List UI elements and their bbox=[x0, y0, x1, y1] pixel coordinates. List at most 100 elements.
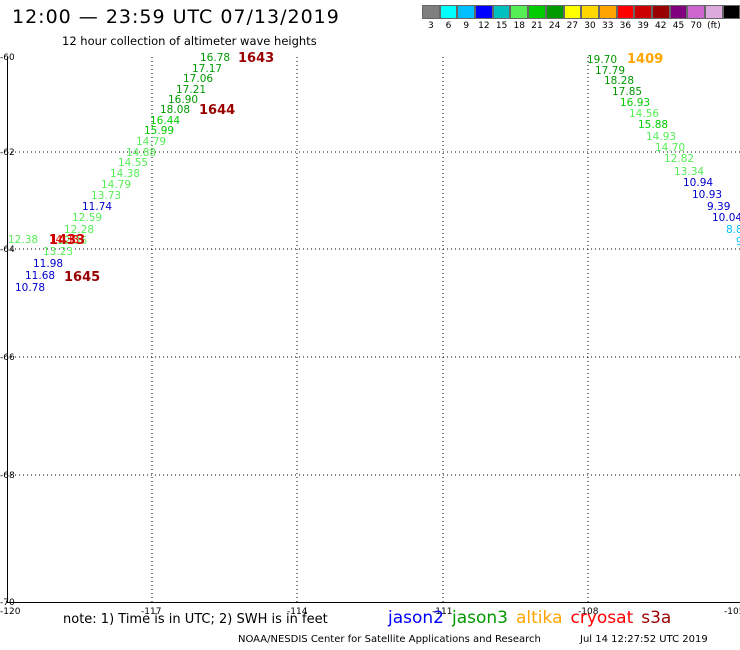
swh-value: 15.88 bbox=[638, 119, 668, 131]
swh-value: 12.38 bbox=[8, 234, 38, 246]
swh-value: 17.21 bbox=[176, 84, 206, 96]
scale-label: 21 bbox=[531, 21, 543, 31]
swh-value: 17.85 bbox=[612, 86, 642, 98]
swh-value: 16.44 bbox=[150, 115, 180, 127]
map-plot-area bbox=[7, 57, 740, 603]
swh-value: 18.08 bbox=[160, 104, 190, 116]
pass-number: 1644 bbox=[199, 103, 235, 118]
swh-value: 10.94 bbox=[683, 177, 713, 189]
swh-value: 12.36 bbox=[57, 235, 87, 247]
scale-swatch bbox=[581, 5, 599, 19]
legend-item: jason2 bbox=[388, 608, 444, 628]
swh-value: 14.93 bbox=[646, 131, 676, 143]
scale-swatch bbox=[705, 5, 723, 19]
swh-value: 10.78 bbox=[15, 282, 45, 294]
legend-item: cryosat bbox=[570, 608, 634, 628]
lat-label: -64 bbox=[0, 245, 15, 255]
lon-label: -111 bbox=[432, 607, 452, 617]
scale-label: 15 bbox=[495, 21, 508, 31]
scale-swatch bbox=[528, 5, 546, 19]
footer-credit: NOAA/NESDIS Center for Satellite Applica… bbox=[238, 634, 541, 645]
scale-swatch bbox=[651, 5, 670, 19]
swh-value: 14.33 bbox=[49, 234, 79, 246]
scale-label: 33 bbox=[601, 21, 614, 31]
scale-swatch bbox=[492, 5, 511, 19]
lat-label: -60 bbox=[0, 53, 15, 63]
lat-label: -62 bbox=[0, 148, 15, 158]
swh-value: 14.79 bbox=[136, 136, 166, 148]
swh-value: 12.82 bbox=[664, 153, 694, 165]
scale-label: 12 bbox=[478, 21, 490, 31]
swh-value: 17.79 bbox=[595, 65, 625, 77]
swh-value: 16.93 bbox=[620, 97, 650, 109]
swh-value: 14.56 bbox=[629, 108, 659, 120]
scale-swatch bbox=[669, 5, 688, 19]
legend-item: s3a bbox=[641, 608, 672, 628]
swh-value: 9.39 bbox=[707, 201, 730, 213]
swh-value: 16.90 bbox=[168, 94, 198, 106]
swh-value: 19.70 bbox=[587, 54, 617, 66]
lon-label: -108 bbox=[578, 607, 599, 617]
scale-label: 9 bbox=[463, 21, 470, 31]
pass-number: 1433 bbox=[49, 233, 85, 248]
lat-label: -70 bbox=[0, 598, 15, 608]
lon-label: -117 bbox=[141, 607, 161, 617]
swh-value: 14.55 bbox=[118, 157, 148, 169]
scale-swatch bbox=[422, 5, 440, 19]
lon-label: -120 bbox=[0, 607, 21, 617]
swh-value: 13.23 bbox=[43, 246, 73, 258]
swh-value: 13.73 bbox=[91, 190, 121, 202]
satellite-legend: jason2 jason3 altika cryosat s3a bbox=[388, 608, 671, 628]
units-note: note: 1) Time is in UTC; 2) SWH is in fe… bbox=[63, 612, 328, 627]
legend-item: altika bbox=[516, 608, 563, 628]
scale-swatch bbox=[510, 5, 529, 19]
scale-swatch bbox=[439, 5, 458, 19]
color-scale-labels: 3 6 9 12 15 18 21 24 27 30 33 36 39 42 45 70 (ft) bbox=[422, 21, 723, 31]
scale-label: 70 bbox=[690, 21, 702, 31]
swh-value: 14.79 bbox=[101, 179, 131, 191]
scale-label: 18 bbox=[513, 21, 525, 31]
scale-swatch bbox=[457, 5, 476, 19]
scale-swatch bbox=[545, 5, 564, 19]
pass-number: 1643 bbox=[238, 51, 274, 66]
swh-value: 17.17 bbox=[192, 63, 222, 75]
swh-value: 14.70 bbox=[655, 142, 685, 154]
legend-item: jason3 bbox=[452, 608, 508, 628]
swh-value: 14.88 bbox=[126, 147, 156, 159]
map-title: 12:00 — 23:59 UTC 07/13/2019 bbox=[12, 6, 340, 28]
lon-label: -114 bbox=[287, 607, 308, 617]
swh-value: 12.28 bbox=[64, 224, 94, 236]
scale-label: 45 bbox=[672, 21, 685, 31]
swh-value: 11.74 bbox=[82, 201, 112, 213]
pass-number: 1409 bbox=[627, 52, 663, 67]
swh-value: 13.34 bbox=[674, 166, 704, 178]
footer-timestamp: Jul 14 12:27:52 UTC 2019 bbox=[580, 634, 708, 645]
scale-swatch bbox=[616, 5, 635, 19]
scale-label: 30 bbox=[584, 21, 596, 31]
lat-label: -66 bbox=[0, 353, 15, 363]
scale-label: 36 bbox=[619, 21, 632, 31]
lat-label: -68 bbox=[0, 471, 15, 481]
swh-value: 9 bbox=[736, 236, 740, 248]
scale-label: 27 bbox=[566, 21, 579, 31]
swh-value: 10.04 bbox=[712, 212, 740, 224]
scale-swatch bbox=[598, 5, 617, 19]
scale-swatch bbox=[634, 5, 652, 19]
scale-label: 42 bbox=[655, 21, 667, 31]
swh-value: 17.06 bbox=[183, 73, 213, 85]
swh-value: 14.38 bbox=[110, 168, 140, 180]
swh-value: 11.68 bbox=[25, 270, 55, 282]
scale-swatch bbox=[563, 5, 582, 19]
swh-value: 16.78 bbox=[200, 52, 230, 64]
map-subtitle: 12 hour collection of altimeter wave hei… bbox=[62, 34, 317, 48]
scale-label: 3 bbox=[427, 21, 434, 31]
scale-label: 24 bbox=[548, 21, 561, 31]
scale-swatch bbox=[687, 5, 705, 19]
swh-value: 10.93 bbox=[692, 189, 722, 201]
swh-value: 12.59 bbox=[72, 212, 102, 224]
swh-value: 18.28 bbox=[604, 75, 634, 87]
swh-value: 15.99 bbox=[144, 125, 174, 137]
scale-label: (ft) bbox=[707, 21, 721, 31]
scale-swatch bbox=[475, 5, 493, 19]
